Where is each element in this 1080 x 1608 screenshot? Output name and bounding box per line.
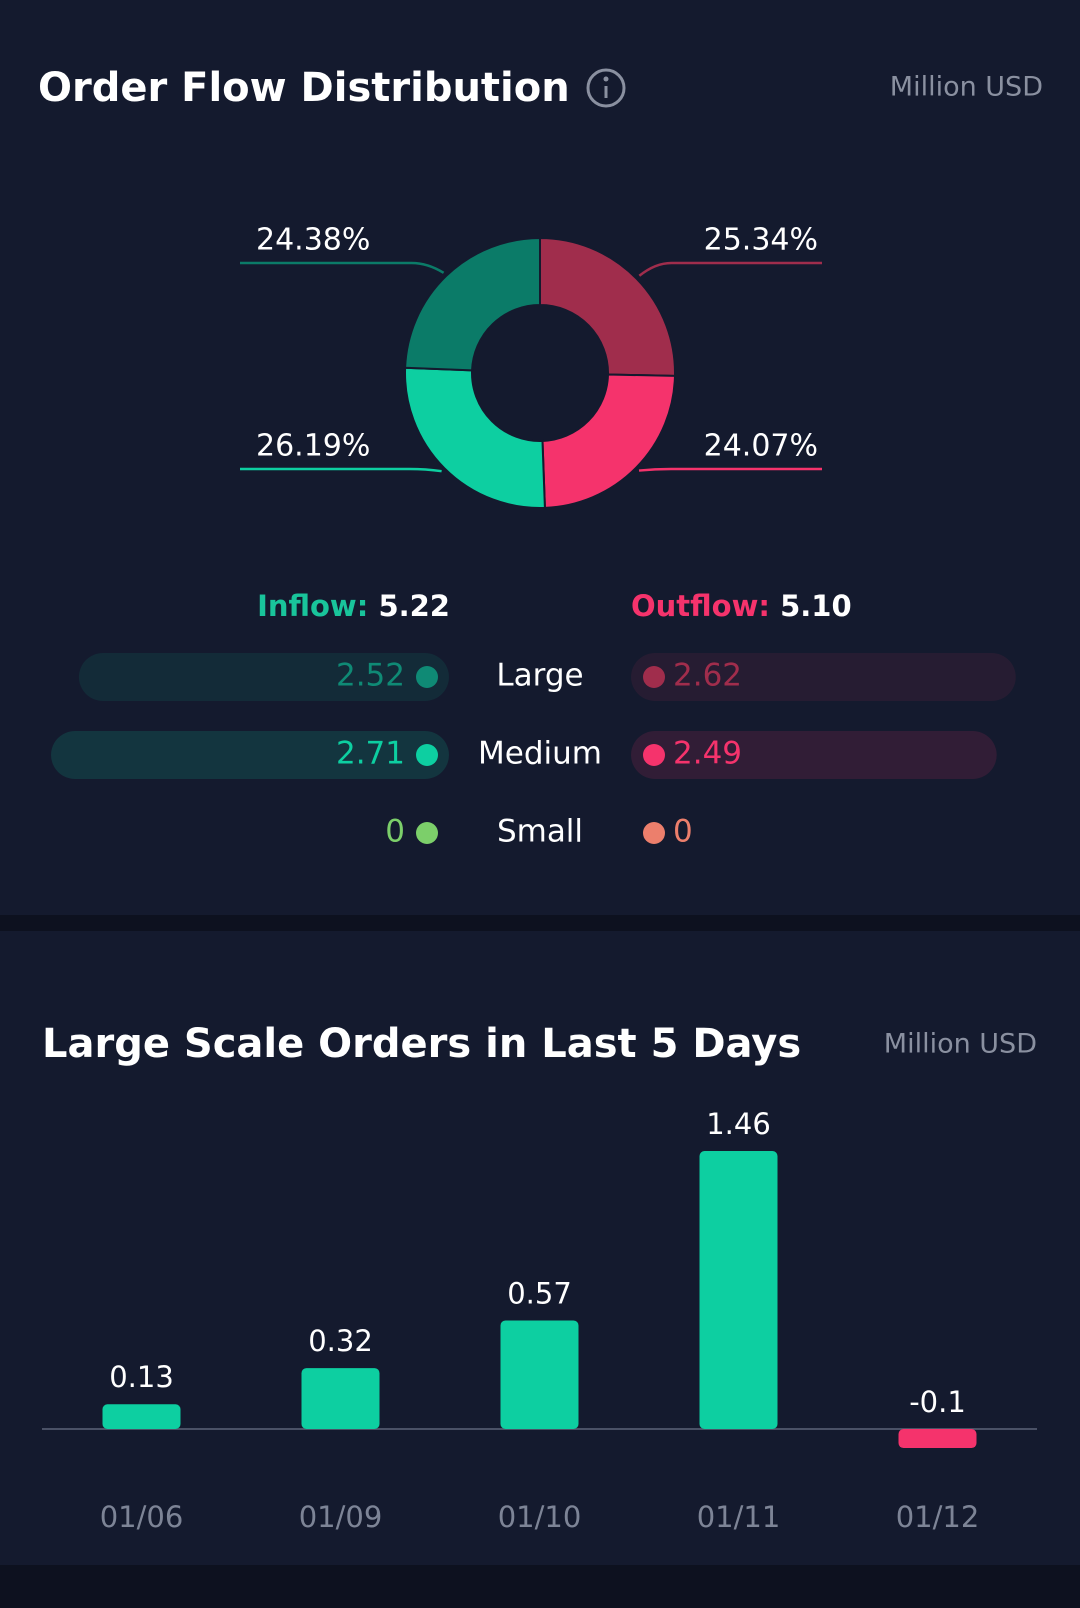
x-tick-label: 01/09 [299,1500,383,1534]
donut-slice [541,373,676,509]
inflow-value: 0 [385,814,405,850]
section-title: Large Scale Orders in Last 5 Days [42,1021,801,1067]
bar [102,1404,181,1429]
size-label: Small [497,814,583,850]
outflow-label: Outflow: [631,589,770,623]
bar [699,1151,778,1429]
inflow-dot [416,822,438,844]
outflow-dot [643,822,665,844]
bar [898,1429,977,1449]
donut-slice [404,236,541,372]
section-title: Order Flow Distribution [38,65,570,111]
inflow-value: 2.52 [336,658,405,694]
info-circle[interactable] [586,68,626,108]
inflow-bar [78,653,450,701]
donut-slice [404,366,546,509]
bar-value-label: 0.32 [308,1324,373,1358]
leader-line [240,261,445,274]
bar-value-label: 0.13 [109,1360,174,1394]
inflow-bar [51,731,449,779]
slice-label: 24.38% [256,223,370,258]
x-tick-label: 01/12 [896,1500,980,1534]
leader-line [638,261,822,277]
outflow-value: 2.49 [673,736,742,772]
outflow-value: 0 [673,814,693,850]
bar-value-label: 0.57 [507,1276,572,1310]
inflow-label: Inflow: [257,589,368,623]
info-icon[interactable] [586,68,626,108]
separator [0,915,1080,931]
size-label: Medium [478,736,602,772]
unit-label: Million USD [890,72,1043,103]
bar [500,1320,579,1429]
info-dot[interactable] [603,76,609,82]
outflow-dot [643,744,665,766]
inflow-value: 5.22 [378,589,450,623]
slice-label: 25.34% [704,223,818,258]
x-tick-label: 01/11 [697,1500,781,1534]
bar-value-label: -0.1 [909,1385,966,1419]
outflow-value: 5.10 [780,589,852,623]
bar-value-label: 1.46 [706,1107,771,1141]
slice-label: 24.07% [704,429,818,464]
x-tick-label: 01/06 [100,1500,184,1534]
inflow-value: 2.71 [336,736,405,772]
inflow-dot [416,744,438,766]
slice-label: 26.19% [256,429,370,464]
unit-label: Million USD [884,1029,1037,1060]
donut-slice [539,236,676,377]
x-tick-label: 01/10 [498,1500,582,1534]
outflow-dot [643,666,665,688]
inflow-total: Inflow: 5.22 [257,589,450,623]
outflow-value: 2.62 [673,658,742,694]
leader-line [240,467,442,473]
outflow-bar [631,731,997,779]
outflow-total: Outflow: 5.10 [631,589,852,623]
size-label: Large [496,658,583,694]
leader-line [638,467,822,472]
inflow-dot [416,666,438,688]
bar [301,1368,380,1429]
outflow-bar [631,653,1016,701]
footer-band [0,1565,1080,1608]
